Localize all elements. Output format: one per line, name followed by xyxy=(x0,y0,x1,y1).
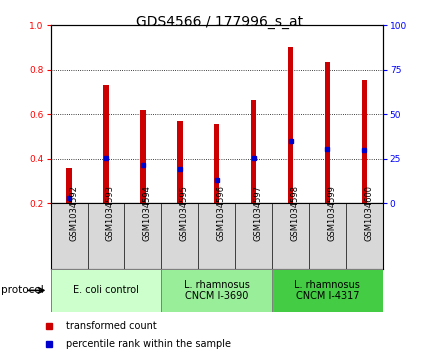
Bar xyxy=(66,168,72,203)
Text: GSM1034596: GSM1034596 xyxy=(216,185,226,241)
Bar xyxy=(161,269,272,312)
Text: GSM1034598: GSM1034598 xyxy=(290,185,300,241)
Bar xyxy=(214,125,220,203)
Text: GSM1034597: GSM1034597 xyxy=(253,185,263,241)
Text: GSM1034595: GSM1034595 xyxy=(180,185,189,241)
Text: L. rhamnosus
CNCM I-3690: L. rhamnosus CNCM I-3690 xyxy=(184,280,249,301)
Bar xyxy=(103,85,109,203)
Text: percentile rank within the sample: percentile rank within the sample xyxy=(66,339,231,349)
Bar xyxy=(51,269,161,312)
Bar xyxy=(140,110,146,203)
Text: L. rhamnosus
CNCM I-4317: L. rhamnosus CNCM I-4317 xyxy=(294,280,360,301)
Bar xyxy=(362,80,367,203)
Text: transformed count: transformed count xyxy=(66,321,157,331)
Bar xyxy=(325,62,330,203)
Text: protocol: protocol xyxy=(1,285,44,295)
Bar xyxy=(177,121,183,203)
Text: E. coli control: E. coli control xyxy=(73,285,139,295)
Bar xyxy=(251,100,257,203)
Bar xyxy=(272,269,383,312)
Text: GSM1034592: GSM1034592 xyxy=(69,185,78,241)
Text: GSM1034599: GSM1034599 xyxy=(327,185,337,241)
Bar xyxy=(288,46,293,203)
Text: GSM1034594: GSM1034594 xyxy=(143,185,152,241)
Text: GSM1034593: GSM1034593 xyxy=(106,185,115,241)
Text: GSM1034600: GSM1034600 xyxy=(364,185,374,241)
Text: GDS4566 / 177996_s_at: GDS4566 / 177996_s_at xyxy=(136,15,304,29)
